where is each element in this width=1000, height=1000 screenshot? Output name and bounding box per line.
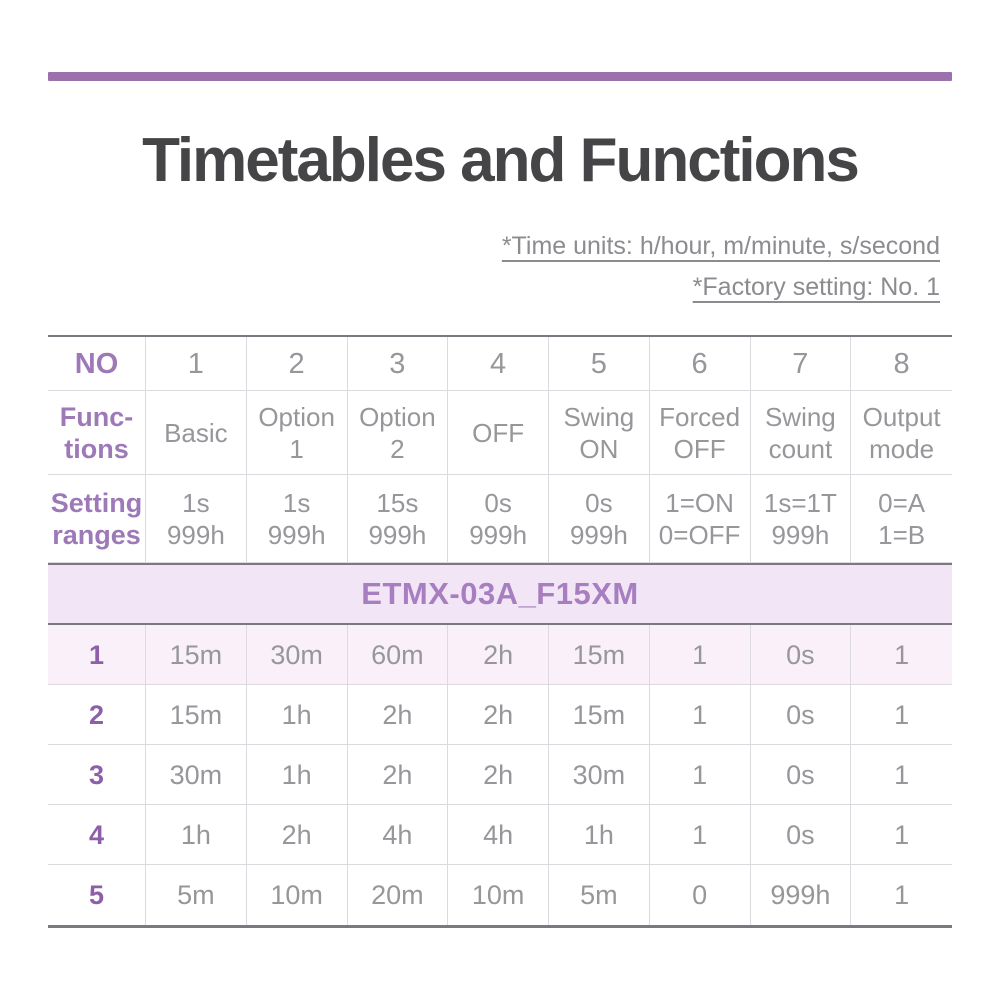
table-cell: 10m	[247, 865, 348, 925]
table-cell: 15m	[549, 625, 650, 684]
table-cell: 7	[751, 337, 852, 390]
table-row: 3 30m 1h 2h 2h 30m 1 0s 1	[48, 745, 952, 805]
table-cell: Output mode	[862, 401, 941, 464]
table-cell: 1h	[247, 745, 348, 804]
table-cell: 15m	[549, 685, 650, 744]
row-number: 3	[48, 745, 146, 804]
table-cell: 2h	[348, 685, 449, 744]
table-row-no: NO 1 2 3 4 5 6 7 8	[48, 337, 952, 391]
table-cell: 2h	[448, 625, 549, 684]
manual-page: Timetables and Functions *Time units: h/…	[0, 72, 1000, 1000]
timetable: NO 1 2 3 4 5 6 7 8 Func- tions Basic Opt…	[48, 335, 952, 928]
table-cell: 20m	[348, 865, 449, 925]
table-cell: 1	[894, 639, 910, 670]
table-cell: 10m	[448, 865, 549, 925]
table-cell: 30m	[549, 745, 650, 804]
time-units-note: *Time units: h/hour, m/minute, s/second	[501, 232, 940, 260]
table-cell: 15m	[146, 625, 247, 684]
table-cell: 15m	[146, 685, 247, 744]
row-number: 1	[48, 625, 146, 684]
model-name-band: ETMX-03A_F15XM	[48, 563, 952, 625]
factory-setting-note: *Factory setting: No. 1	[692, 273, 940, 301]
row-number: 2	[48, 685, 146, 744]
table-cell: 2	[247, 337, 348, 390]
table-cell: 0s 999h	[549, 475, 650, 562]
table-cell: 1=ON 0=OFF	[650, 475, 751, 562]
table-cell: OFF	[448, 391, 549, 474]
table-cell: 1	[650, 685, 751, 744]
table-cell: 2h	[247, 805, 348, 864]
table-cell: 30m	[146, 745, 247, 804]
accent-divider-bar	[48, 72, 952, 81]
table-cell: 1	[894, 699, 910, 730]
table-row-functions: Func- tions Basic Option 1 Option 2 OFF …	[48, 391, 952, 475]
table-cell: 0=A 1=B	[878, 487, 926, 550]
table-cell: 15s 999h	[348, 475, 449, 562]
table-cell: 0s	[751, 745, 852, 804]
table-cell: 5m	[549, 865, 650, 925]
table-cell: 0s	[751, 685, 852, 744]
table-cell: 0s	[751, 805, 852, 864]
table-cell: Basic	[146, 391, 247, 474]
table-row: 1 15m 30m 60m 2h 15m 1 0s 1	[48, 625, 952, 685]
table-cell: 1h	[549, 805, 650, 864]
table-row: 2 15m 1h 2h 2h 15m 1 0s 1	[48, 685, 952, 745]
table-cell: 0s	[751, 625, 852, 684]
table-cell: 4h	[348, 805, 449, 864]
table-cell: 1	[894, 759, 910, 790]
row-number: 4	[48, 805, 146, 864]
table-cell: 1	[146, 337, 247, 390]
table-cell: 1h	[146, 805, 247, 864]
table-cell: 4h	[448, 805, 549, 864]
table-cell: 3	[348, 337, 449, 390]
table-cell: 5	[549, 337, 650, 390]
row-header-setting-ranges: Setting ranges	[48, 475, 146, 562]
table-cell: 0s 999h	[448, 475, 549, 562]
table-cell: 2h	[348, 745, 449, 804]
table-cell: 60m	[348, 625, 449, 684]
table-cell: 999h	[751, 865, 852, 925]
table-cell: 6	[650, 337, 751, 390]
table-cell: 2h	[448, 745, 549, 804]
table-cell: 1	[650, 625, 751, 684]
page-title: Timetables and Functions	[142, 126, 860, 195]
table-cell: 0	[650, 865, 751, 925]
footnotes: *Time units: h/hour, m/minute, s/second …	[0, 226, 940, 308]
table-cell: 1s=1T 999h	[751, 475, 852, 562]
table-cell: Forced OFF	[650, 391, 751, 474]
table-cell: 1h	[247, 685, 348, 744]
row-header-no: NO	[48, 337, 146, 390]
table-cell: 8	[893, 347, 910, 380]
table-cell: 4	[448, 337, 549, 390]
table-row: 5 5m 10m 20m 10m 5m 0 999h 1	[48, 865, 952, 925]
table-cell: Option 1	[247, 391, 348, 474]
table-cell: 1	[650, 805, 751, 864]
table-cell: 1	[650, 745, 751, 804]
table-cell: 5m	[146, 865, 247, 925]
table-row: 4 1h 2h 4h 4h 1h 1 0s 1	[48, 805, 952, 865]
table-cell: Option 2	[348, 391, 449, 474]
table-cell: 1s 999h	[247, 475, 348, 562]
table-cell: 1	[894, 819, 910, 850]
table-row-setting-ranges: Setting ranges 1s 999h 1s 999h 15s 999h …	[48, 475, 952, 563]
table-cell: Swing count	[751, 391, 852, 474]
row-header-functions: Func- tions	[48, 391, 146, 474]
table-cell: 1	[894, 880, 910, 910]
table-cell: 30m	[247, 625, 348, 684]
row-number: 5	[48, 865, 146, 925]
table-cell: Swing ON	[549, 391, 650, 474]
table-cell: 1s 999h	[146, 475, 247, 562]
table-cell: 2h	[448, 685, 549, 744]
